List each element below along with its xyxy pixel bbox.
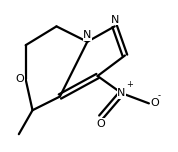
Text: N: N	[117, 88, 126, 98]
Text: N: N	[111, 15, 119, 25]
Text: +: +	[126, 80, 133, 89]
Text: N: N	[83, 30, 91, 40]
Text: O: O	[15, 74, 24, 84]
Text: -: -	[158, 91, 160, 100]
Text: O: O	[97, 119, 105, 129]
Text: O: O	[151, 98, 159, 108]
